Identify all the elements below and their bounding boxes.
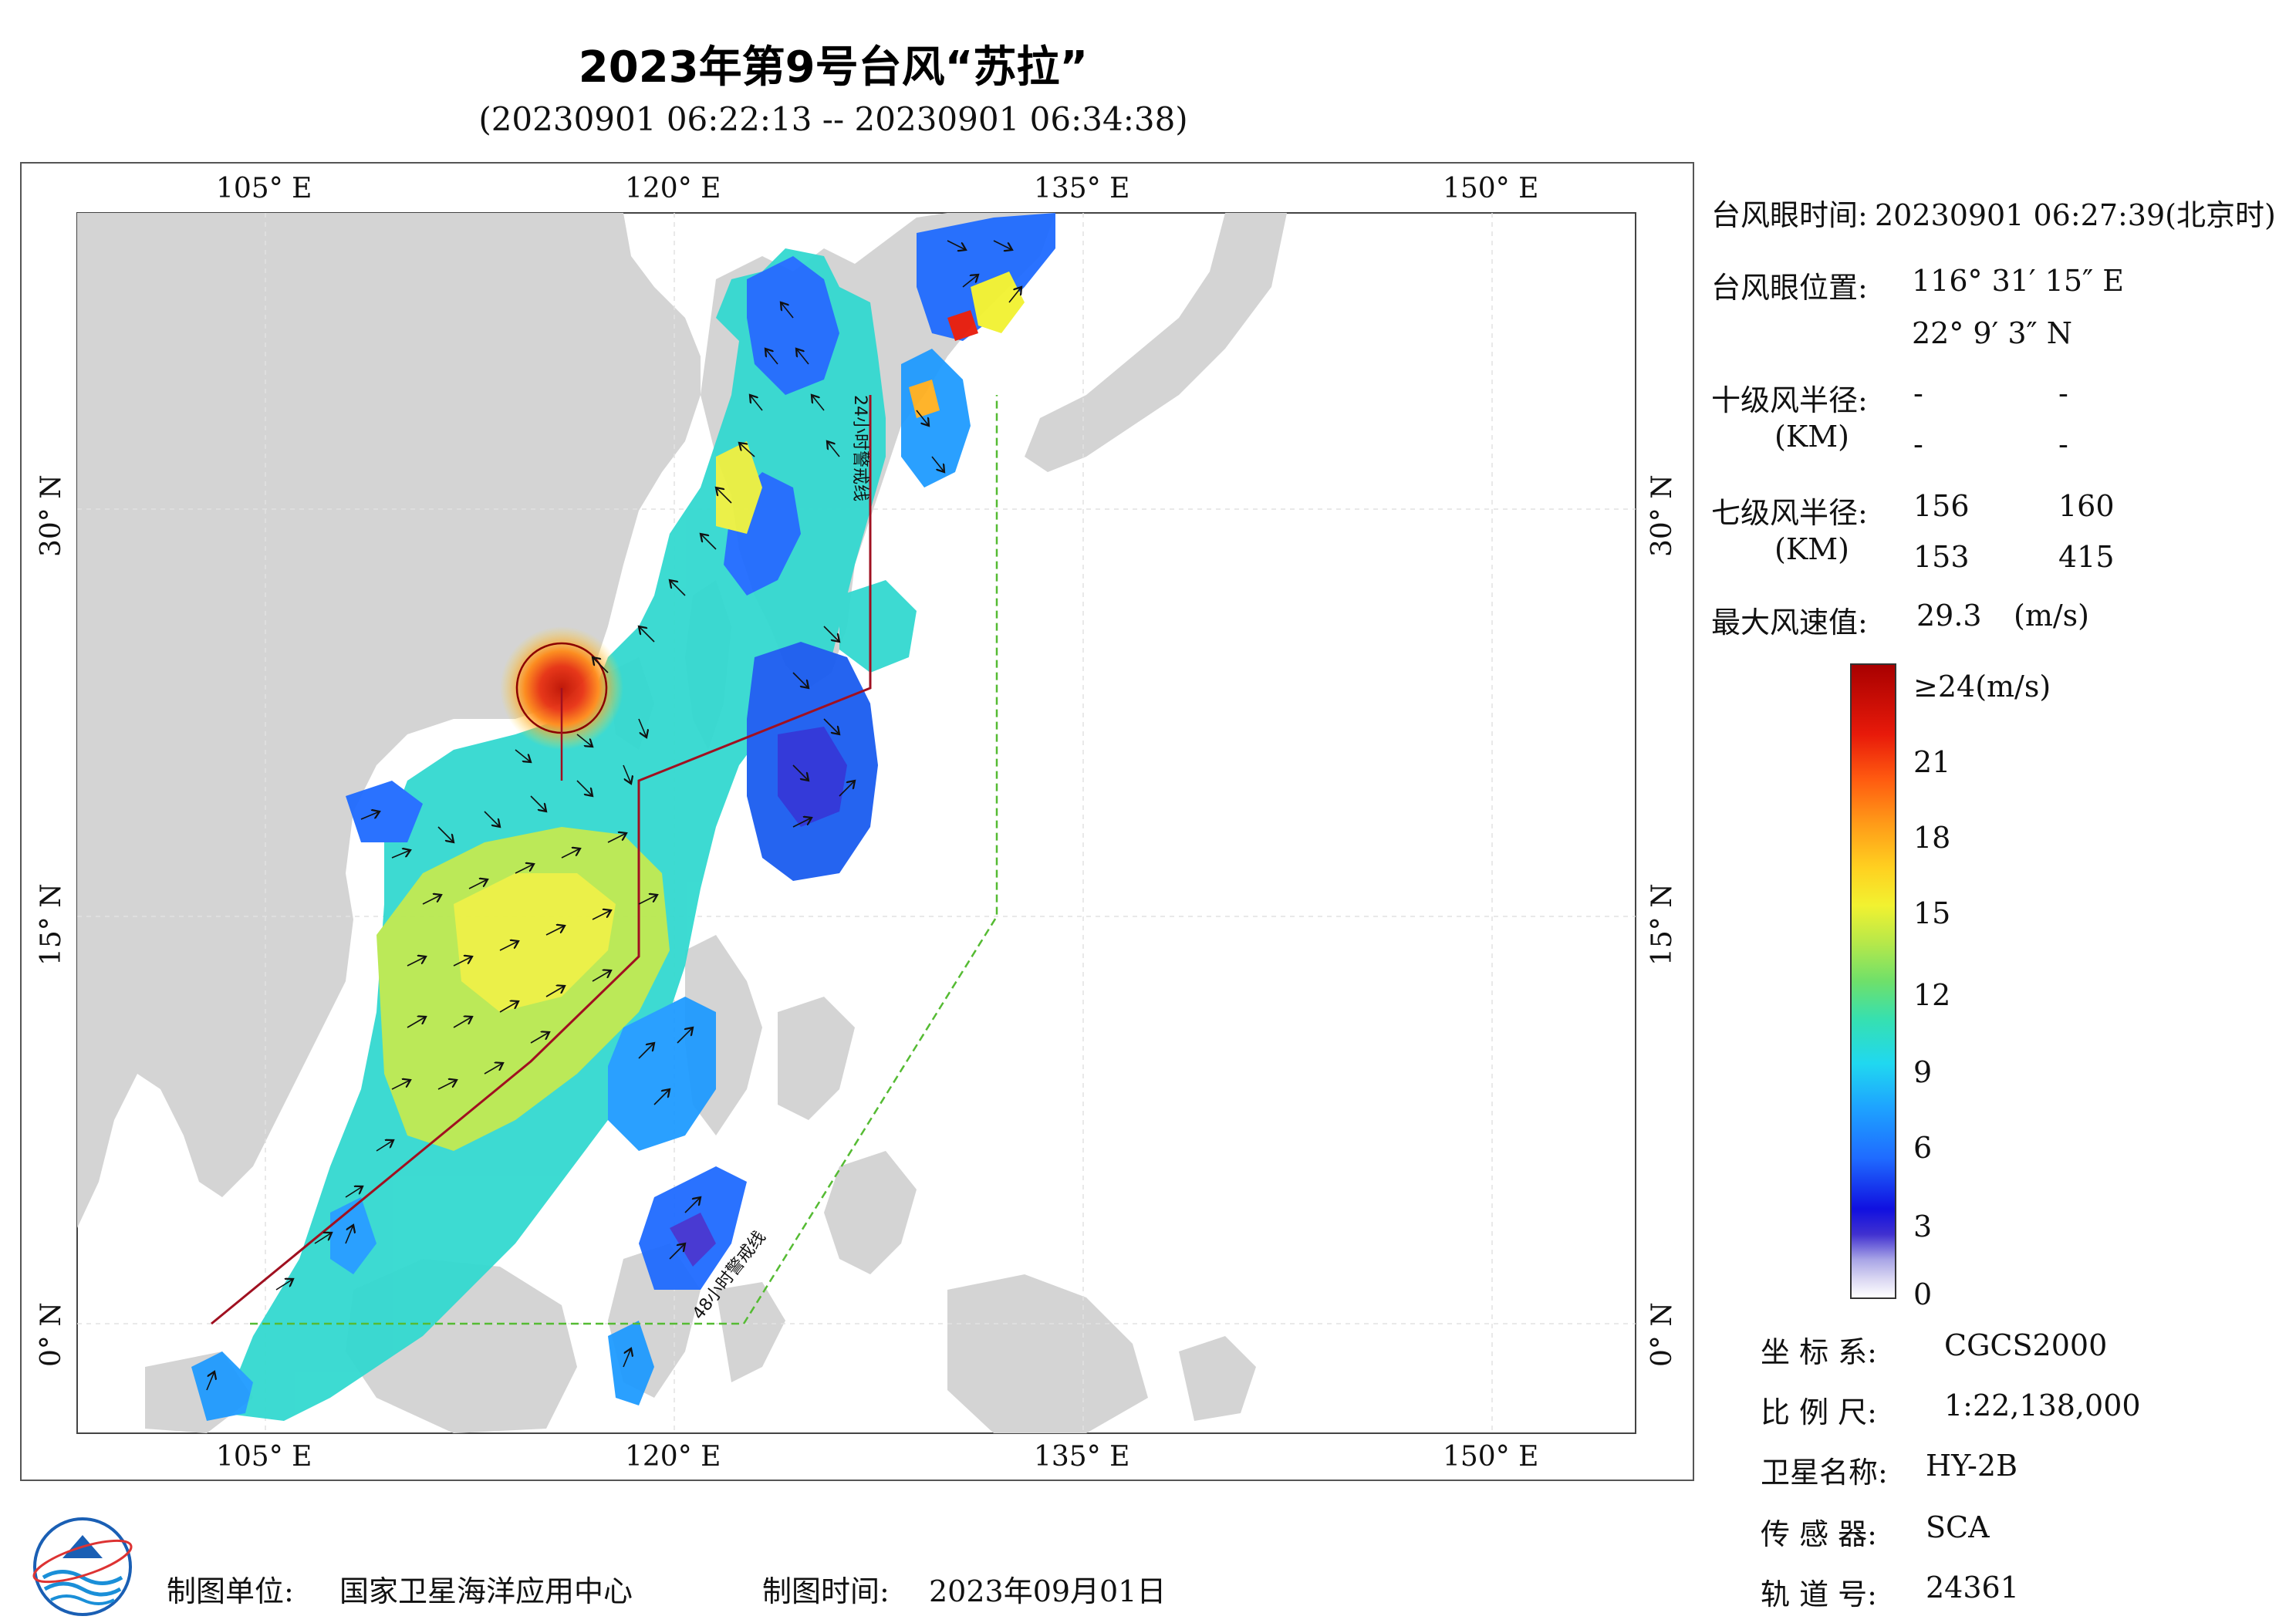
left-lat-label-15: 15° N bbox=[35, 883, 67, 966]
sensor-label: 传 感 器: bbox=[1761, 1517, 1877, 1551]
wind-speed-colorbar bbox=[1850, 663, 1896, 1299]
bottom-lon-label-120: 120° E bbox=[625, 1441, 721, 1473]
r7-value-nw: 415 bbox=[2058, 540, 2115, 574]
colorbar-label-15: 15 bbox=[1913, 896, 1951, 930]
scale-label: 比 例 尺: bbox=[1761, 1395, 1877, 1429]
left-lat-label-30: 30° N bbox=[35, 474, 67, 557]
maker-label: 制图单位: bbox=[167, 1574, 294, 1608]
date-value: 2023年09月01日 bbox=[929, 1574, 1167, 1608]
eye-time-value: 20230901 06:27:39(北京时) bbox=[1875, 198, 2276, 232]
warning-line-48h bbox=[250, 395, 998, 1325]
crs-label: 坐 标 系: bbox=[1761, 1335, 1877, 1369]
top-lon-label-105: 105° E bbox=[216, 173, 312, 204]
nsoas-logo bbox=[32, 1517, 133, 1616]
wind-vectors bbox=[206, 240, 1021, 1391]
colorbar-label-24: ≥24(m/s) bbox=[1913, 670, 2051, 704]
maker-value: 国家卫星海洋应用中心 bbox=[339, 1574, 633, 1608]
label-24h-line: 24小时警戒线 bbox=[850, 395, 869, 501]
eye-time-label: 台风眼时间: bbox=[1711, 198, 1868, 232]
scale-value: 1:22,138,000 bbox=[1944, 1388, 2141, 1422]
r10-value-sw: - bbox=[1913, 427, 1923, 461]
r10-unit: (KM) bbox=[1774, 420, 1849, 454]
map-subtitle: (20230901 06:22:13 -- 20230901 06:34:38) bbox=[478, 100, 1188, 138]
left-lat-label-0: 0° N bbox=[35, 1302, 67, 1367]
right-lat-label-30: 30° N bbox=[1646, 474, 1678, 557]
max-wind-value: 29.3 bbox=[1916, 599, 1982, 633]
crs-value: CGCS2000 bbox=[1944, 1328, 2108, 1362]
top-lon-label-150: 150° E bbox=[1443, 173, 1539, 204]
date-label: 制图时间: bbox=[762, 1574, 890, 1608]
r10-label: 十级风半径: bbox=[1711, 383, 1868, 417]
r10-value-ne: - bbox=[1913, 376, 1923, 410]
bottom-lon-label-135: 135° E bbox=[1034, 1441, 1130, 1473]
map-frame: 24小时警戒线 48小时警戒线 bbox=[20, 162, 1694, 1481]
satellite-value: HY-2B bbox=[1926, 1449, 2017, 1483]
max-wind-unit: (m/s) bbox=[2014, 599, 2089, 633]
orbit-value: 24361 bbox=[1926, 1571, 2019, 1604]
colorbar-label-3: 3 bbox=[1913, 1210, 1933, 1243]
map-title: 2023年第9号台风“苏拉” bbox=[578, 42, 1089, 93]
r10-value-nw: - bbox=[2058, 427, 2068, 461]
r10-value-se: - bbox=[2058, 376, 2068, 410]
top-lon-label-120: 120° E bbox=[625, 173, 721, 204]
warning-line-24h bbox=[211, 395, 872, 1325]
max-wind-label: 最大风速值: bbox=[1711, 606, 1868, 639]
colorbar-label-21: 21 bbox=[1913, 745, 1951, 779]
sensor-value: SCA bbox=[1926, 1510, 1990, 1544]
eye-lat-value: 22° 9′ 3″ N bbox=[1912, 316, 2073, 350]
wind-map: 24小时警戒线 48小时警戒线 bbox=[76, 212, 1636, 1434]
bottom-lon-label-150: 150° E bbox=[1443, 1441, 1539, 1473]
bottom-lon-label-105: 105° E bbox=[216, 1441, 312, 1473]
right-lat-label-15: 15° N bbox=[1646, 883, 1678, 966]
colorbar-label-18: 18 bbox=[1913, 821, 1951, 855]
r7-unit: (KM) bbox=[1774, 532, 1849, 566]
satellite-label: 卫星名称: bbox=[1761, 1456, 1888, 1490]
r7-value-se: 160 bbox=[2058, 489, 2115, 523]
r7-label: 七级风半径: bbox=[1711, 496, 1868, 530]
colorbar-label-0: 0 bbox=[1913, 1277, 1933, 1311]
colorbar-label-6: 6 bbox=[1913, 1131, 1933, 1165]
eye-pos-label: 台风眼位置: bbox=[1711, 271, 1868, 305]
wind-swath bbox=[191, 213, 1055, 1421]
r7-value-sw: 153 bbox=[1913, 540, 1970, 574]
eye-lon-value: 116° 31′ 15″ E bbox=[1912, 264, 2125, 298]
colorbar-label-9: 9 bbox=[1913, 1055, 1933, 1089]
right-lat-label-0: 0° N bbox=[1646, 1302, 1678, 1367]
r7-value-ne: 156 bbox=[1913, 489, 1970, 523]
colorbar-label-12: 12 bbox=[1913, 978, 1951, 1012]
top-lon-label-135: 135° E bbox=[1034, 173, 1130, 204]
orbit-label: 轨 道 号: bbox=[1761, 1577, 1877, 1611]
